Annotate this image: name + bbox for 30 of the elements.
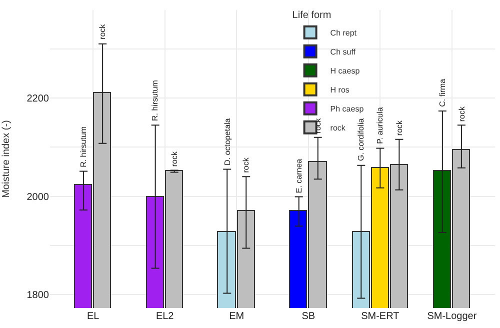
annotation: rock <box>170 150 180 167</box>
annotation: D. octopetala <box>222 118 232 166</box>
x-tick-label: SM-ERT <box>361 311 400 322</box>
annotation: rock <box>241 156 250 173</box>
annotation: R. hirsutum <box>150 80 160 122</box>
annotation: rock <box>457 106 466 122</box>
legend-label: H caesp <box>330 66 360 76</box>
legend-label: Ch suff <box>330 48 356 57</box>
y-tick-label: 2000 <box>26 192 50 203</box>
legend-label: H ros <box>330 86 350 95</box>
x-tick-label: EL <box>86 311 100 322</box>
annotation: C. firma <box>438 78 447 107</box>
annotation: R. hirsutum <box>78 126 88 168</box>
x-tick-label: EL2 <box>156 311 174 322</box>
annotation: E. carnea <box>294 158 304 194</box>
annotation: P. auricula <box>375 106 384 144</box>
x-tick-label: SB <box>302 311 316 322</box>
legend-label: Ph caesp <box>330 104 364 114</box>
y-tick-label: 2200 <box>26 94 50 105</box>
x-tick-label: EM <box>229 311 244 322</box>
legend-title: Life form <box>292 10 332 21</box>
x-tick-label: SM-Logger <box>427 311 478 322</box>
legend-label: rock <box>330 124 346 133</box>
y-axis-title: Moisture index (-) <box>0 120 12 198</box>
annotation: rock <box>98 23 107 40</box>
y-tick-label: 1800 <box>26 290 50 301</box>
annotation: G. cordifolia <box>356 118 366 162</box>
annotation: rock <box>313 117 322 134</box>
legend-label: Ch rept <box>330 28 358 38</box>
annotation: rock <box>394 119 404 136</box>
